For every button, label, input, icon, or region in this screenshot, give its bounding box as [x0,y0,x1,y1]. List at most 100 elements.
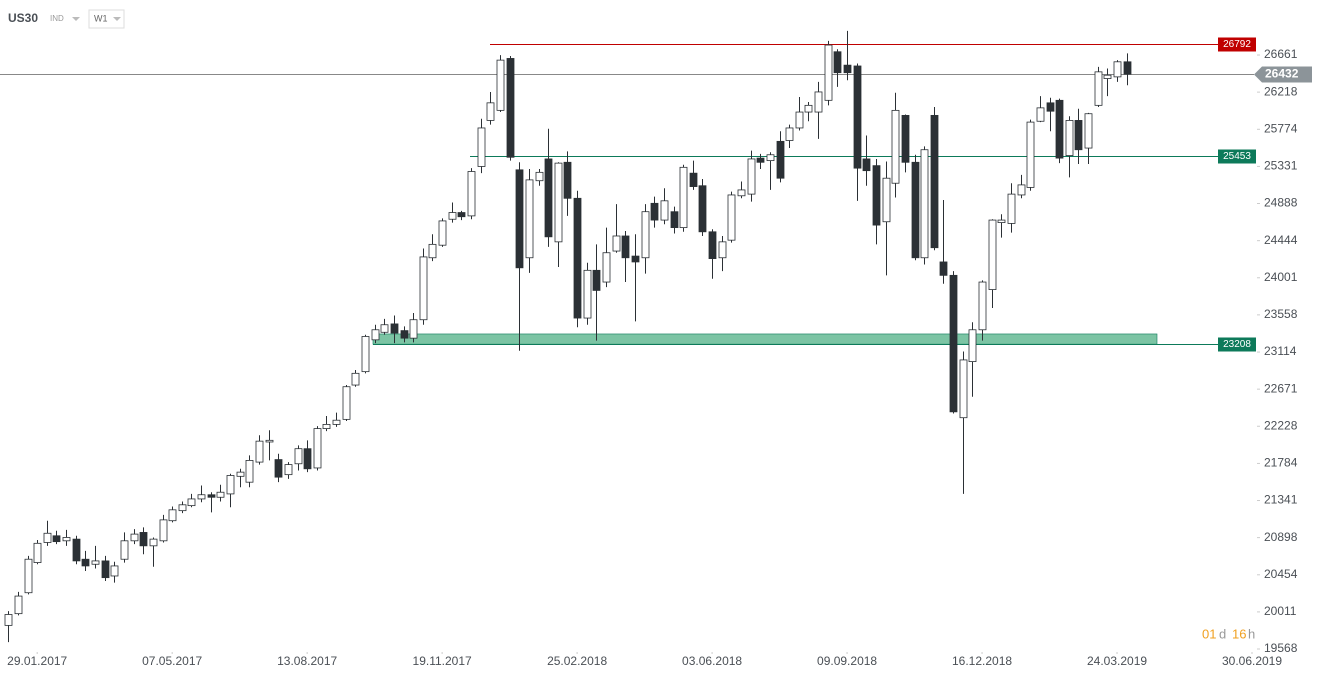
y-tick-label: 21341 [1264,493,1298,507]
y-tick-label: 25774 [1264,121,1298,135]
y-tick-label: 20898 [1264,530,1298,544]
x-tick-label: 16.12.2018 [952,654,1012,668]
level-label-box [1218,337,1256,352]
market: IND [50,14,64,23]
candle-body [159,519,168,542]
x-tick-label: 30.06.2019 [1222,654,1282,668]
candle-body [949,274,958,413]
candle-body [795,111,804,129]
y-tick-label: 25331 [1264,159,1298,173]
candle-body [1007,193,1016,224]
candle-body [332,419,341,425]
candle-body [670,211,679,229]
candle-body [1123,61,1132,75]
candle-body [641,211,650,259]
candle-body [81,558,90,567]
x-tick-label: 24.03.2019 [1087,654,1147,668]
candle-body [776,140,785,179]
timer-days-unit: d [1219,626,1226,641]
candle-body [766,154,775,162]
y-tick-label: 22228 [1264,418,1298,432]
candle-body [872,165,881,226]
candle-body [515,169,524,269]
y-tick-label: 23558 [1264,307,1298,321]
candle-body [756,157,765,163]
candle-body [525,179,534,259]
candle-body [496,59,505,111]
candle-body [207,494,216,498]
candle-body [824,44,833,101]
y-tick-label: 26218 [1264,84,1298,98]
candle-body [33,542,42,563]
candle-body [1074,120,1083,151]
candle-body [313,428,322,469]
candle-body [785,127,794,141]
candle-body [708,231,717,259]
candle-body [178,504,187,512]
candle-body [1065,120,1074,156]
y-tick-label: 22671 [1264,381,1298,395]
candle-body [438,220,447,246]
interval-select[interactable] [88,9,125,29]
timer-days: 01 [1202,626,1216,641]
candle-body [1046,102,1055,112]
level-label-box [1218,37,1256,52]
market-dropdown[interactable] [72,17,80,21]
interval: W1 [94,13,108,23]
level-label-box [1218,149,1256,164]
candle-body [843,64,852,74]
candle-body [342,386,351,420]
level-label: 25453 [1223,151,1251,162]
candle-body [216,491,225,498]
candle-body [467,171,476,217]
candle-body [1036,107,1045,122]
candle-body [322,424,331,429]
candle-body [862,158,871,172]
candle-body [236,471,245,477]
candle-body [1026,121,1035,188]
candle-body [457,212,466,218]
last-price-label: 26432 [1265,67,1299,81]
candle-body [747,158,756,195]
x-tick-label: 13.08.2017 [277,654,337,668]
candle-body [1084,113,1093,149]
y-tick-label: 24888 [1264,196,1298,210]
candle-body [43,532,52,543]
candle-body [920,149,929,259]
candle-body [477,127,486,167]
candle-body [535,171,544,182]
candle-body [997,219,1006,223]
candle-body [284,464,293,476]
candle-body [1113,61,1122,78]
candle-body [110,565,119,577]
candle-body [621,235,630,259]
candle-body [130,533,139,542]
candle-body [448,212,457,220]
candle-body [698,185,707,233]
support-zone [372,333,1158,345]
candle-body [650,202,659,221]
candle-body [486,102,495,121]
x-tick-label: 29.01.2017 [7,654,67,668]
x-tick-label: 25.02.2018 [547,654,607,668]
candle-body [4,614,13,626]
candle-body [563,161,572,199]
candle-body [959,359,968,419]
candle-body [968,329,977,362]
candle-body [814,91,823,113]
candle-body [390,323,399,334]
candle-body [1094,71,1103,106]
interval-dropdown [113,17,121,21]
candle-body [139,532,148,547]
y-tick-label: 20011 [1264,604,1297,618]
y-tick-label: 20454 [1264,567,1298,581]
candle-body [120,540,129,560]
candle-body [52,535,61,543]
candle-body [255,440,264,463]
candle-body [24,558,33,594]
candle-body [853,65,862,169]
candle-body [303,448,312,470]
candle-body [554,162,563,243]
candle-body [101,560,110,579]
